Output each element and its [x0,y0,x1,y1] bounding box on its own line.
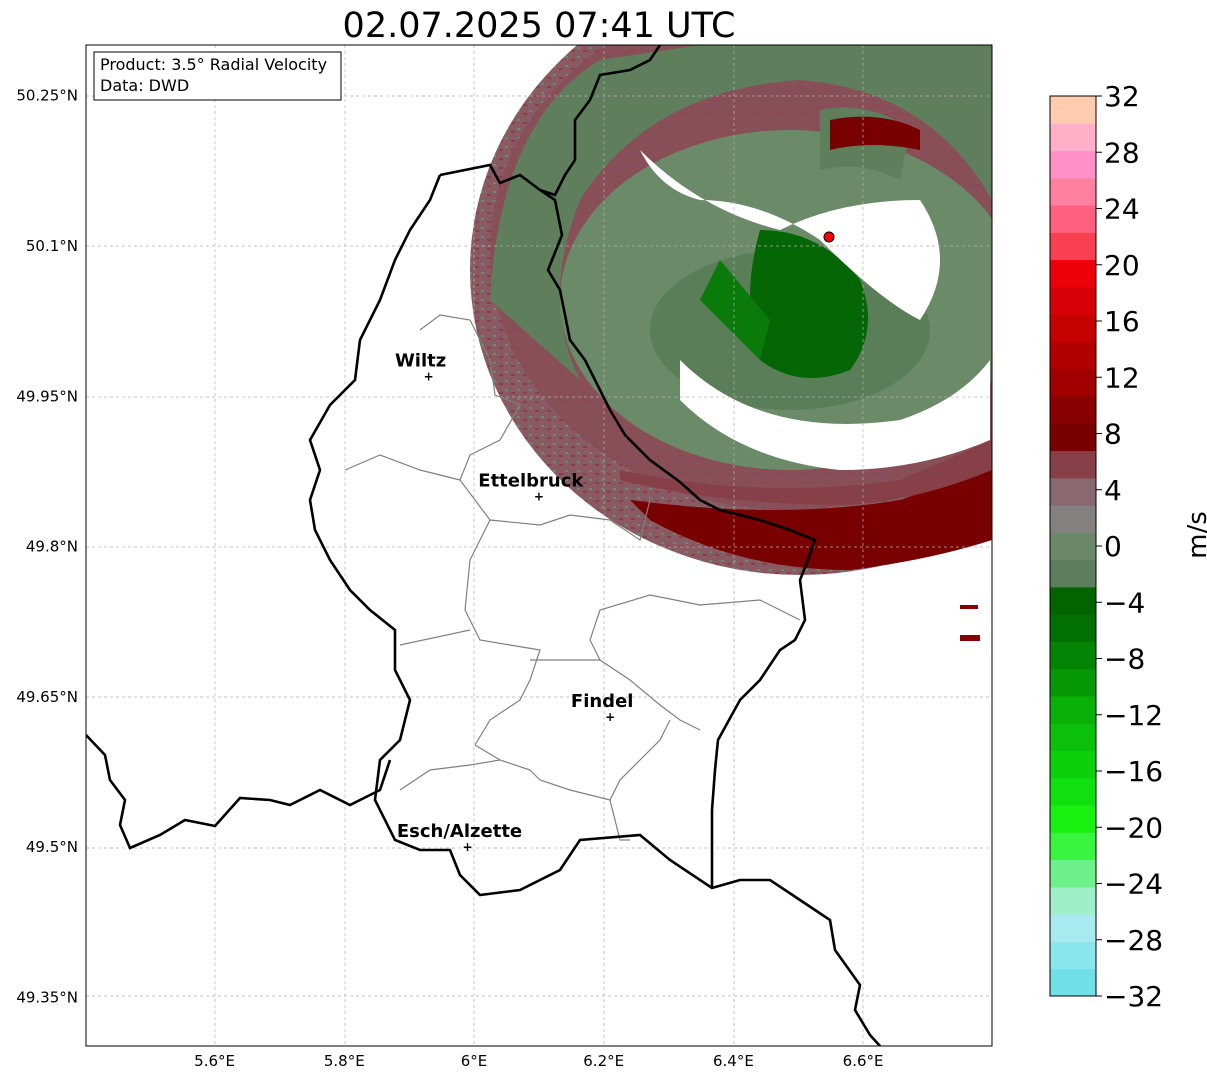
longitude-ticks: 5.6°E 5.8°E 6°E 6.2°E 6.4°E 6.6°E [194,1052,883,1070]
lat-tick-label: 49.95°N [16,387,78,405]
colorbar-tick-label: 28 [1104,136,1140,169]
lat-tick-label: 49.35°N [16,989,78,1007]
colorbar-segment [1050,423,1096,452]
radar-site-marker [823,231,835,243]
colorbar-tick-label: 8 [1104,418,1122,451]
national-borders [86,45,881,1046]
city-marker-icon: + [462,840,472,854]
colorbar-tick-label: 12 [1104,361,1140,394]
colorbar-tick-label: 24 [1104,193,1140,226]
colorbar-segment [1050,177,1096,206]
colorbar-tick-label: −12 [1104,699,1163,732]
lon-tick-label: 6°E [461,1052,488,1070]
radar-echo-field [470,45,992,641]
colorbar-segment [1050,532,1096,561]
colorbar-tick-label: 0 [1104,530,1122,563]
lat-tick-label: 49.8°N [26,538,78,556]
colorbar: 32 28 24 20 16 12 8 4 0 −4 −8 −12 −16 −20 −24 −28 −32 [1049,80,1163,1013]
colorbar-tick-label: −4 [1104,586,1145,619]
colorbar-segment [1050,477,1096,506]
colorbar-segment [1050,396,1096,424]
colorbar-segment [1050,968,1096,997]
colorbar-segment [1050,586,1096,615]
city-marker-icon: + [534,490,544,504]
city-markers: +Wiltz+Ettelbruck+Findel+Esch/Alzette [395,350,633,854]
info-product: Product: 3.5° Radial Velocity [100,55,327,74]
city-marker-icon: + [424,369,434,383]
city-label: Wiltz [395,350,446,371]
plot-border [85,44,993,1047]
colorbar-segment [1050,668,1096,697]
lon-tick-label: 5.8°E [324,1052,365,1070]
colorbar-segment [1050,805,1096,833]
colorbar-segment [1050,886,1096,915]
colorbar-segment [1050,914,1096,942]
colorbar-segment [1050,832,1096,861]
lon-tick-label: 6.4°E [713,1052,754,1070]
colorbar-segment [1050,505,1096,533]
lat-tick-label: 50.25°N [16,87,78,105]
colorbar-segment [1050,941,1096,970]
lat-tick-label: 50.1°N [26,237,78,255]
colorbar-tick-label: 20 [1104,249,1140,282]
colorbar-segment [1050,232,1096,261]
colorbar-segment [1050,750,1096,779]
colorbar-segment [1050,150,1096,179]
city-label: Esch/Alzette [397,821,522,842]
colorbar-segment [1050,450,1096,479]
lon-tick-label: 6.2°E [583,1052,624,1070]
colorbar-segment [1050,723,1096,752]
colorbar-segment [1050,259,1096,288]
colorbar-segment [1050,777,1096,806]
colorbar-segment [1050,559,1096,588]
colorbar-tick-label: −28 [1104,924,1163,957]
lat-tick-label: 49.65°N [16,688,78,706]
colorbar-segment [1050,614,1096,642]
lat-tick-label: 49.5°N [26,838,78,856]
canton-borders [344,314,801,841]
colorbar-segment [1050,96,1096,124]
city-label: Findel [571,691,634,712]
colorbar-tick-label: −32 [1104,980,1163,1013]
colorbar-tick-label: −16 [1104,755,1163,788]
colorbar-tick-label: 4 [1104,474,1122,507]
colorbar-segment [1050,368,1096,397]
colorbar-tick-label: −8 [1104,643,1145,676]
colorbar-segment [1050,859,1096,888]
colorbar-tick-label: −24 [1104,868,1163,901]
map-title: 02.07.2025 07:41 UTC [342,6,736,46]
lon-tick-label: 6.6°E [843,1052,884,1070]
colorbar-tick-label: 16 [1104,305,1140,338]
colorbar-segment [1050,286,1096,315]
colorbar-segment [1050,314,1096,342]
lon-tick-label: 5.6°E [194,1052,235,1070]
colorbar-segment [1050,696,1096,724]
colorbar-segment [1050,341,1096,370]
city-label: Ettelbruck [478,471,584,492]
colorbar-tick-label: −20 [1104,811,1163,844]
city-marker-icon: + [605,710,615,724]
colorbar-unit-label: m/s [1183,511,1207,559]
colorbar-segment [1050,123,1096,152]
colorbar-tick-label: 32 [1104,80,1140,113]
info-source: Data: DWD [100,76,189,95]
latitude-ticks: 50.25°N 50.1°N 49.95°N 49.8°N 49.65°N 49.5°N 4… [16,87,78,1007]
colorbar-segment [1050,641,1096,670]
info-box: Product: 3.5° Radial Velocity Data: DWD [93,51,342,101]
colorbar-segment [1050,205,1096,233]
